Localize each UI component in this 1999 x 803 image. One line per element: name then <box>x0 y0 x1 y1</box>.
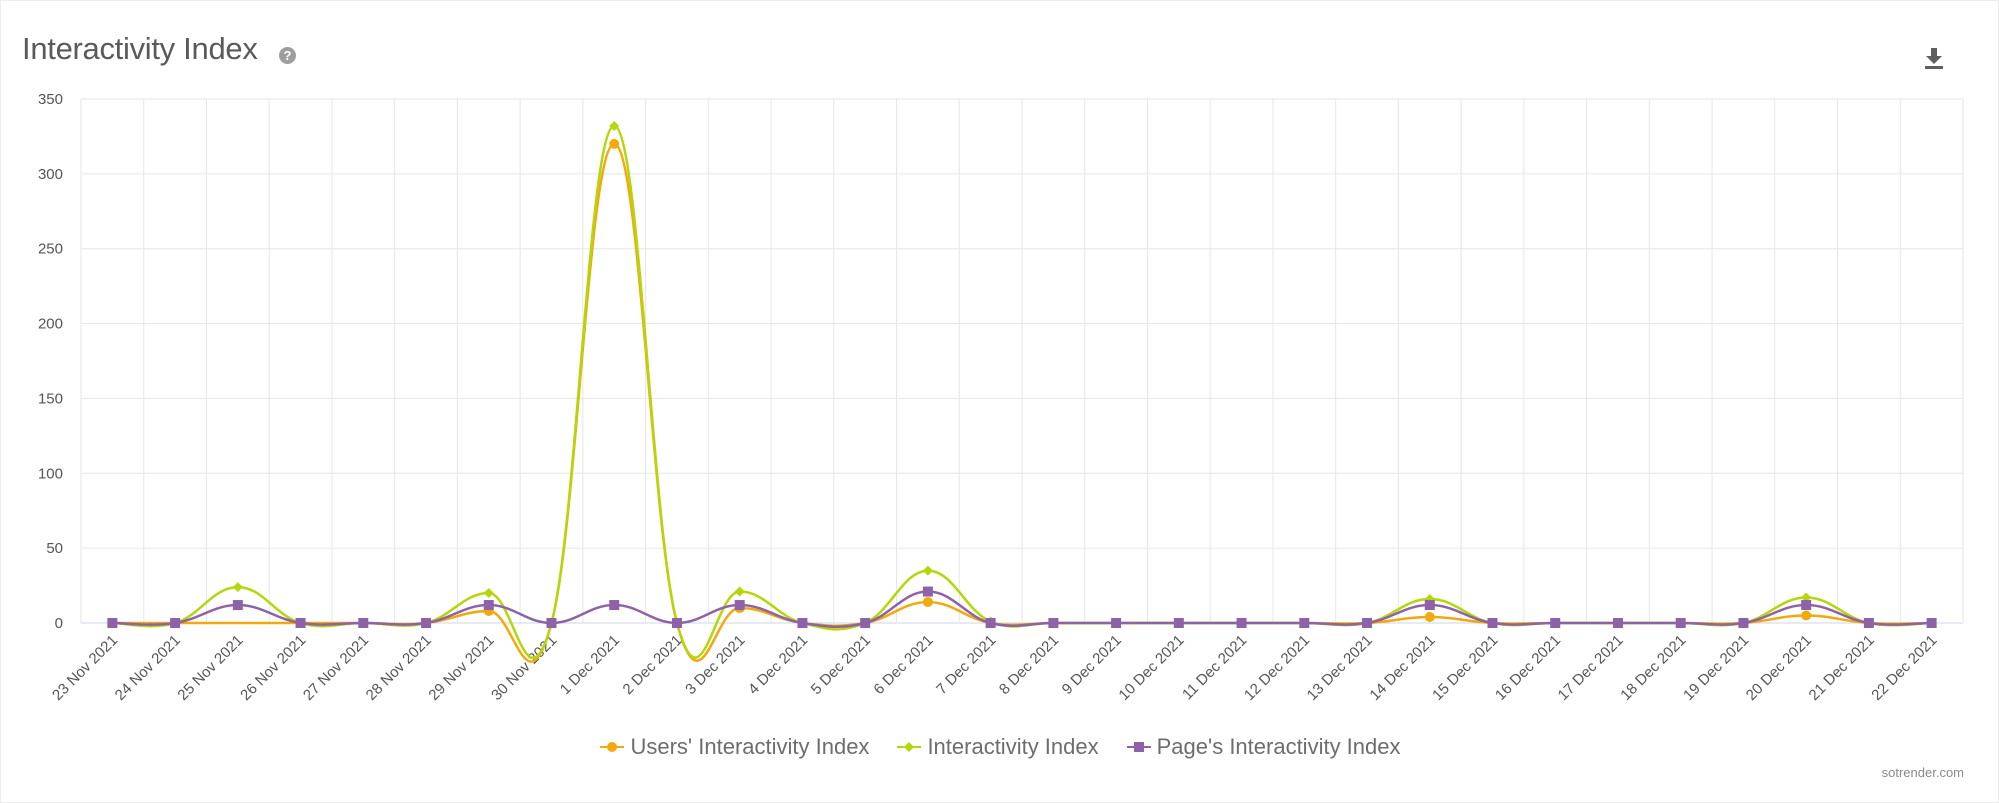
x-tick-label: 6 Dec 2021 <box>870 632 936 698</box>
data-point <box>734 600 745 611</box>
x-tick-label: 22 Dec 2021 <box>1868 632 1940 704</box>
data-point <box>671 618 682 628</box>
data-point <box>1550 618 1561 628</box>
x-tick-label: 1 Dec 2021 <box>557 632 623 698</box>
x-tick-label: 19 Dec 2021 <box>1680 632 1752 704</box>
x-tick-label: 20 Dec 2021 <box>1743 632 1815 704</box>
x-tick-label: 30 Nov 2021 <box>488 632 560 704</box>
data-point <box>922 565 933 576</box>
data-point <box>609 600 620 611</box>
data-point <box>232 582 243 593</box>
legend-label: Page's Interactivity Index <box>1156 734 1401 759</box>
data-point <box>483 588 494 599</box>
data-point <box>1362 618 1373 628</box>
legend-marker <box>600 742 625 752</box>
x-tick-label: 5 Dec 2021 <box>808 632 874 698</box>
y-tick-label: 150 <box>38 390 63 407</box>
legend-marker <box>897 742 922 752</box>
data-point <box>358 618 369 628</box>
y-tick-label: 100 <box>38 465 63 482</box>
x-tick-label: 18 Dec 2021 <box>1617 632 1689 704</box>
legend-item[interactable]: Page's Interactivity Index <box>1126 734 1401 760</box>
data-point <box>609 138 620 149</box>
data-point <box>1048 618 1059 628</box>
x-tick-label: 13 Dec 2021 <box>1304 632 1376 704</box>
data-point <box>1111 618 1122 628</box>
data-point <box>922 586 933 597</box>
data-point <box>1801 600 1812 611</box>
data-point <box>1612 618 1623 628</box>
data-point <box>1738 618 1749 628</box>
data-point <box>734 586 745 597</box>
x-tick-label: 3 Dec 2021 <box>682 632 748 698</box>
x-tick-label: 17 Dec 2021 <box>1555 632 1627 704</box>
x-tick-label: 23 Nov 2021 <box>49 632 121 704</box>
data-point <box>170 618 181 628</box>
data-point <box>1675 618 1686 628</box>
x-tick-label: 8 Dec 2021 <box>996 632 1062 698</box>
legend-marker <box>1126 742 1151 752</box>
data-point <box>860 618 871 628</box>
data-point <box>1236 618 1247 628</box>
data-point <box>922 597 933 608</box>
legend-label: Users' Interactivity Index <box>630 734 870 759</box>
x-tick-label: 24 Nov 2021 <box>112 632 184 704</box>
x-tick-label: 27 Nov 2021 <box>300 632 372 704</box>
data-point <box>1487 618 1498 628</box>
data-point <box>107 618 118 628</box>
x-tick-label: 7 Dec 2021 <box>933 632 999 698</box>
legend-item[interactable]: Users' Interactivity Index <box>600 734 869 760</box>
x-tick-label: 14 Dec 2021 <box>1366 632 1438 704</box>
data-point <box>1801 610 1812 621</box>
data-point <box>546 618 557 628</box>
x-tick-label: 12 Dec 2021 <box>1241 632 1313 704</box>
data-point <box>609 120 620 131</box>
data-point <box>1424 600 1435 611</box>
y-tick-label: 350 <box>38 91 63 108</box>
legend-item[interactable]: Interactivity Index <box>897 734 1099 760</box>
data-point <box>483 600 494 611</box>
x-tick-label: 28 Nov 2021 <box>363 632 435 704</box>
x-tick-label: 10 Dec 2021 <box>1115 632 1187 704</box>
data-point <box>1299 618 1310 628</box>
y-tick-label: 200 <box>38 316 63 333</box>
x-tick-label: 9 Dec 2021 <box>1059 632 1125 698</box>
question-circle-icon[interactable]: ? <box>279 47 296 64</box>
data-point <box>1173 618 1184 628</box>
data-point <box>1926 618 1937 628</box>
x-tick-label: 29 Nov 2021 <box>425 632 497 704</box>
data-point <box>1424 612 1435 623</box>
data-point <box>421 618 432 628</box>
data-point <box>797 618 808 628</box>
watermark: sotrender.com <box>1881 765 1964 780</box>
y-tick-label: 0 <box>55 615 63 632</box>
legend-label: Interactivity Index <box>927 734 1099 759</box>
chart-legend: Users' Interactivity Index Interactivity … <box>1 734 1999 760</box>
chart-title: Interactivity Index <box>22 31 258 66</box>
x-tick-label: 4 Dec 2021 <box>745 632 811 698</box>
y-tick-label: 300 <box>38 166 63 183</box>
x-tick-label: 2 Dec 2021 <box>620 632 686 698</box>
data-point <box>295 618 306 628</box>
x-tick-label: 21 Dec 2021 <box>1806 632 1878 704</box>
x-tick-label: 26 Nov 2021 <box>237 632 309 704</box>
data-point <box>985 618 996 628</box>
data-point <box>1863 618 1874 628</box>
x-tick-label: 16 Dec 2021 <box>1492 632 1564 704</box>
x-tick-label: 15 Dec 2021 <box>1429 632 1501 704</box>
download-icon[interactable] <box>1921 45 1947 71</box>
x-tick-label: 25 Nov 2021 <box>174 632 246 704</box>
x-tick-label: 11 Dec 2021 <box>1179 632 1250 703</box>
y-tick-label: 50 <box>46 540 63 557</box>
y-tick-label: 250 <box>38 241 63 258</box>
data-point <box>232 600 243 611</box>
